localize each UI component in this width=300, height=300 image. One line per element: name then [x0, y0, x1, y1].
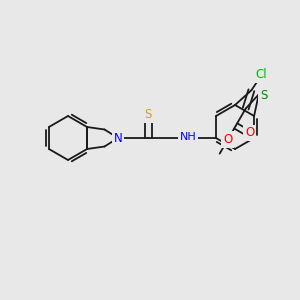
Text: N: N — [114, 131, 122, 145]
Text: S: S — [144, 109, 152, 122]
Text: O: O — [223, 133, 232, 146]
Text: Cl: Cl — [256, 68, 267, 81]
Text: NH: NH — [180, 132, 197, 142]
Text: S: S — [260, 89, 267, 102]
Text: O: O — [245, 126, 254, 140]
